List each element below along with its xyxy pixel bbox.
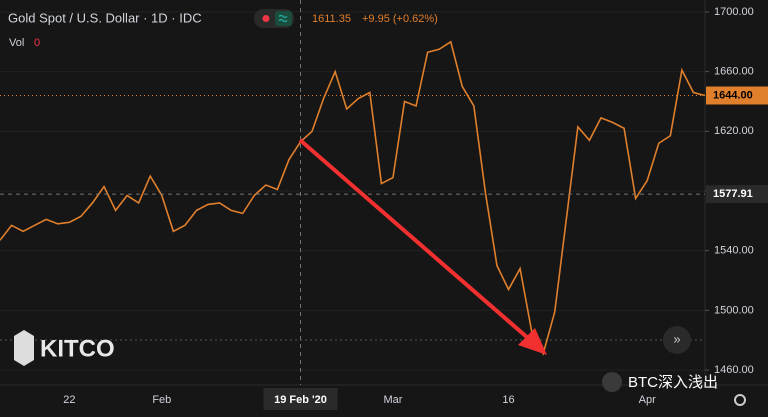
crosshair-price-tag bbox=[706, 185, 768, 204]
y-tick-label: 1620.00 bbox=[714, 125, 754, 137]
y-tick-label: 1700.00 bbox=[714, 6, 754, 18]
watermark: BTC深入浅出 bbox=[628, 374, 718, 391]
crosshair-date-label: 19 Feb '20 bbox=[274, 394, 327, 406]
x-tick-label: 16 bbox=[502, 394, 514, 406]
settings-icon[interactable] bbox=[734, 394, 746, 406]
last-price-label: 1644.00 bbox=[713, 89, 753, 101]
scroll-button[interactable] bbox=[663, 326, 691, 354]
last-price-tag bbox=[706, 86, 768, 105]
marks bbox=[0, 0, 706, 385]
x-tick-label: 22 bbox=[63, 394, 75, 406]
volume-value: 0 bbox=[34, 37, 40, 49]
logo: KITCO bbox=[40, 335, 115, 362]
annotation-arrowhead bbox=[518, 328, 547, 355]
sync-icon bbox=[278, 14, 288, 23]
y-tick-label: 1500.00 bbox=[714, 304, 754, 316]
volume-label: Vol bbox=[9, 37, 24, 49]
chart-title: Gold Spot / U.S. Dollar · 1D · IDC bbox=[8, 10, 202, 25]
x-tick-label: Apr bbox=[639, 394, 656, 406]
watermark-icon bbox=[602, 372, 622, 392]
y-tick-label: 1460.00 bbox=[714, 364, 754, 376]
y-tick-label: 1660.00 bbox=[714, 66, 754, 78]
logo-icon bbox=[14, 330, 34, 366]
legend-change: +9.95 (+0.62%) bbox=[362, 13, 438, 25]
x-tick-label: Mar bbox=[383, 394, 402, 406]
x-tick-label: Feb bbox=[152, 394, 171, 406]
scroll-icon: » bbox=[673, 331, 680, 346]
annotation-arrow bbox=[298, 138, 538, 347]
y-tick-label: 1540.00 bbox=[714, 245, 754, 257]
sync-badge bbox=[275, 11, 292, 26]
status-dot bbox=[262, 15, 270, 22]
price-line bbox=[0, 40, 706, 356]
crosshair-price-label: 1577.91 bbox=[713, 188, 753, 200]
legend-price: 1611.35 bbox=[312, 13, 351, 25]
crosshair-date-tag bbox=[263, 388, 338, 410]
